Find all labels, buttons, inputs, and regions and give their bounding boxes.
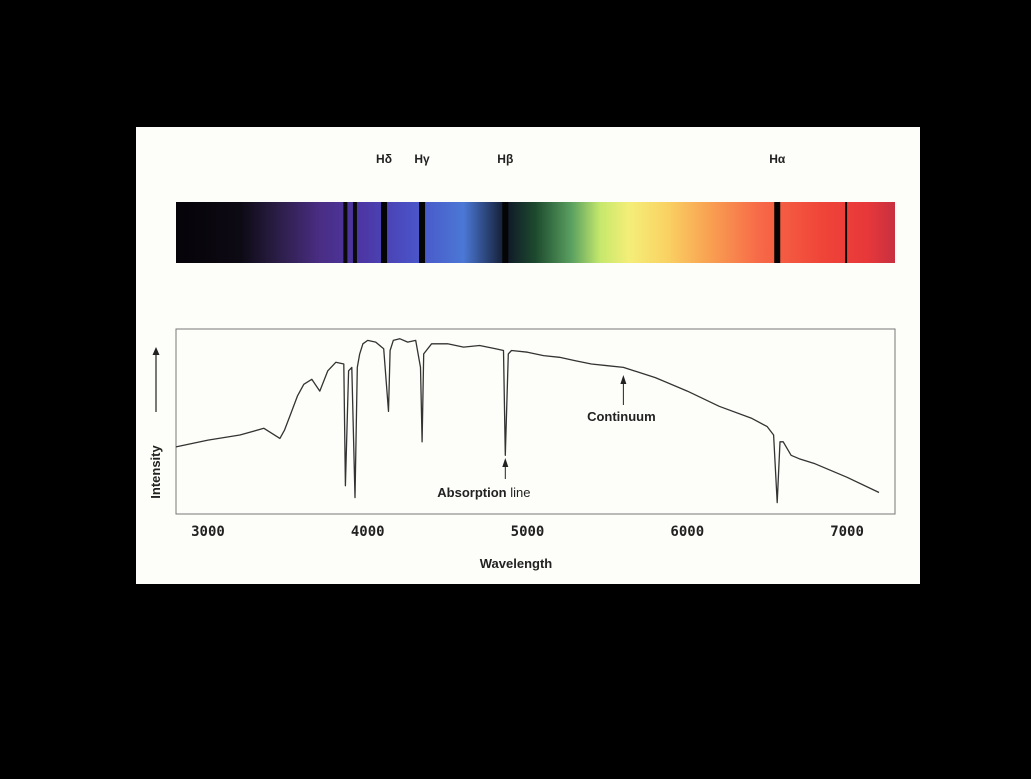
figure-panel: 3000 4000 5000 6000 7000 Continuum Absorption…: [136, 127, 920, 584]
continuum-label: Continuum: [587, 409, 656, 424]
x-tick-label: 5000: [511, 524, 545, 540]
y-axis-title: Intensity: [148, 445, 163, 499]
x-tick-label: 4000: [351, 524, 385, 540]
intensity-curve: [175, 338, 880, 504]
band-line: [381, 202, 388, 263]
spectral-line-label: Hδ: [376, 152, 392, 166]
band-line: [502, 202, 509, 263]
band-line: [343, 202, 348, 263]
band-line: [845, 202, 848, 263]
x-axis-title: Wavelength: [480, 556, 553, 571]
x-tick-label: 6000: [670, 524, 704, 540]
plot-frame: [175, 328, 896, 515]
x-tick-label: 3000: [191, 524, 225, 540]
spectral-line-label: Hγ: [414, 152, 430, 166]
intensity-plot: 3000 4000 5000 6000 7000 Continuum Absorption…: [148, 328, 896, 571]
spectral-line-label: Hα: [769, 152, 786, 166]
band-line: [352, 202, 357, 263]
band-line: [419, 202, 426, 263]
continuum-arrow-icon: [620, 375, 627, 384]
band-absorption-lines: [343, 202, 848, 263]
x-tick-label: 7000: [830, 524, 864, 540]
annotations: Continuum Absorption line: [437, 375, 656, 500]
absorption-label: Absorption line: [437, 485, 530, 500]
spectrum-band-graphic: [176, 202, 895, 263]
curve-layer: [175, 338, 880, 504]
spectrum-band: [176, 202, 895, 263]
x-tick-labels: 3000 4000 5000 6000 7000: [191, 524, 864, 540]
band-line: [774, 202, 781, 263]
y-axis-arrow-icon: [152, 347, 160, 355]
spectral-line-label: Hβ: [497, 152, 514, 166]
absorption-arrow-icon: [502, 458, 509, 467]
